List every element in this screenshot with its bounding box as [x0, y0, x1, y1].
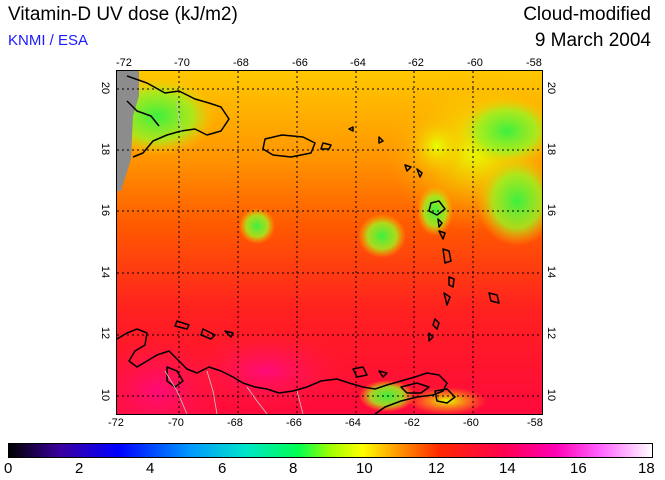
lat-tick-left: 20	[99, 81, 112, 95]
colorbar-label: 6	[218, 460, 227, 477]
lon-tick-bottom: -60	[463, 417, 479, 429]
cloud-status-label: Cloud-modified	[523, 4, 651, 25]
lat-tick-right: 14	[545, 265, 558, 279]
lat-tick-left: 10	[99, 388, 112, 402]
colorbar-label: 0	[4, 460, 13, 477]
map-date-label: 9 March 2004	[534, 30, 651, 51]
lon-tick-bottom: -62	[404, 417, 420, 429]
lon-tick-top: -72	[116, 57, 132, 69]
lon-tick-top: -64	[350, 57, 366, 69]
lat-tick-left: 14	[99, 265, 112, 279]
lat-tick-left: 18	[99, 142, 112, 156]
lon-tick-bottom: -70	[168, 417, 184, 429]
colorbar-label: 18	[638, 460, 655, 477]
lon-tick-bottom: -66	[286, 417, 302, 429]
lat-tick-left: 12	[99, 326, 112, 340]
organization-label: KNMI / ESA	[8, 32, 89, 49]
lon-tick-bottom: -68	[227, 417, 243, 429]
lon-tick-top: -58	[526, 57, 542, 69]
lat-tick-right: 20	[545, 81, 558, 95]
lon-tick-top: -66	[292, 57, 308, 69]
uv-dose-map	[116, 70, 543, 415]
map-title: Vitamin-D UV dose (kJ/m2)	[8, 4, 238, 25]
colorbar-label: 12	[428, 460, 445, 477]
lat-tick-right: 12	[545, 326, 558, 340]
lat-tick-right: 18	[545, 142, 558, 156]
lat-tick-right: 16	[545, 203, 558, 217]
uv-dose-field	[117, 71, 542, 414]
colorbar-label: 4	[146, 460, 155, 477]
lon-tick-bottom: -64	[345, 417, 361, 429]
colorbar-label: 10	[356, 460, 373, 477]
lon-tick-bottom: -58	[527, 417, 543, 429]
colorbar-label: 2	[75, 460, 84, 477]
lat-tick-right: 10	[545, 388, 558, 402]
colorbar-label: 14	[499, 460, 516, 477]
colorbar-label: 8	[289, 460, 298, 477]
lat-tick-left: 16	[99, 203, 112, 217]
colorbar	[8, 443, 653, 458]
lon-tick-top: -70	[174, 57, 190, 69]
lon-tick-top: -68	[233, 57, 249, 69]
lon-tick-top: -60	[467, 57, 483, 69]
lon-tick-bottom: -72	[108, 417, 124, 429]
colorbar-label: 16	[570, 460, 587, 477]
lon-tick-top: -62	[408, 57, 424, 69]
